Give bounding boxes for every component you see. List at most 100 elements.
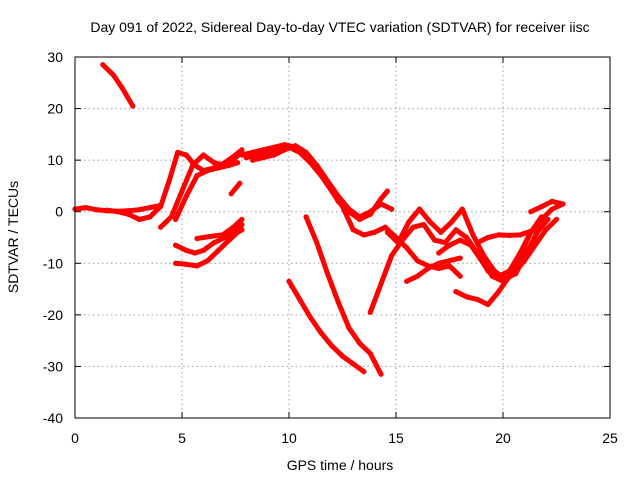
data-point bbox=[318, 330, 324, 336]
data-point bbox=[130, 103, 136, 109]
data-point bbox=[489, 273, 495, 279]
data-point bbox=[335, 299, 341, 305]
data-point bbox=[183, 247, 189, 253]
data-point bbox=[168, 214, 174, 220]
data-point bbox=[517, 252, 523, 259]
data-point bbox=[457, 237, 463, 243]
data-point bbox=[215, 165, 221, 171]
data-point bbox=[230, 224, 236, 230]
data-point bbox=[237, 180, 243, 186]
data-point bbox=[271, 152, 277, 158]
data-point bbox=[314, 240, 320, 246]
data-point bbox=[410, 224, 416, 230]
data-point bbox=[228, 191, 234, 197]
data-point bbox=[389, 206, 395, 212]
data-point bbox=[183, 193, 189, 199]
data-point bbox=[427, 219, 433, 225]
data-point bbox=[543, 227, 549, 233]
data-point bbox=[239, 152, 245, 158]
data-point bbox=[250, 157, 256, 163]
data-point bbox=[496, 289, 502, 295]
data-point bbox=[194, 235, 200, 242]
data-point bbox=[205, 258, 211, 264]
data-point bbox=[324, 271, 331, 277]
data-point bbox=[173, 260, 179, 266]
data-point bbox=[538, 216, 545, 222]
data-point bbox=[303, 214, 309, 220]
data-point bbox=[378, 201, 384, 207]
data-point bbox=[158, 204, 164, 210]
data-point bbox=[220, 232, 226, 238]
data-point bbox=[194, 263, 200, 269]
data-point bbox=[110, 72, 117, 78]
plot-frame bbox=[74, 56, 611, 419]
data-point bbox=[470, 232, 476, 238]
data-point bbox=[474, 296, 480, 302]
data-point bbox=[457, 273, 463, 279]
data-point bbox=[307, 314, 313, 320]
data-point bbox=[474, 240, 480, 246]
data-point bbox=[260, 155, 266, 161]
data-point bbox=[200, 152, 206, 158]
data-point bbox=[190, 162, 196, 168]
x-tick-label: 10 bbox=[281, 430, 297, 446]
data-point bbox=[179, 188, 185, 194]
data-point bbox=[553, 216, 560, 222]
data-point bbox=[226, 162, 232, 168]
data-point bbox=[215, 247, 221, 253]
data-point bbox=[361, 369, 367, 375]
data-point bbox=[378, 371, 384, 377]
data-point bbox=[329, 343, 335, 349]
data-point bbox=[166, 178, 172, 184]
data-point bbox=[538, 204, 545, 210]
data-point bbox=[431, 237, 438, 243]
data-point bbox=[436, 260, 442, 266]
data-point bbox=[468, 242, 474, 248]
data-point bbox=[485, 301, 491, 308]
data-point bbox=[446, 242, 453, 248]
x-tick-label: 25 bbox=[602, 430, 618, 446]
data-point bbox=[521, 258, 528, 264]
data-point bbox=[93, 207, 99, 213]
data-point bbox=[416, 206, 423, 212]
data-point bbox=[235, 229, 241, 235]
data-point bbox=[350, 361, 356, 367]
y-tick-label: -20 bbox=[43, 307, 63, 323]
data-point bbox=[339, 353, 346, 359]
y-tick-label: 0 bbox=[55, 204, 63, 220]
series-track-2 bbox=[100, 62, 136, 109]
data-point bbox=[446, 263, 453, 269]
data-point bbox=[464, 294, 470, 300]
data-point bbox=[384, 188, 390, 194]
data-point bbox=[147, 205, 153, 211]
data-point bbox=[292, 143, 298, 149]
y-tick-label: -30 bbox=[43, 358, 63, 374]
data-point bbox=[286, 278, 292, 284]
data-point bbox=[173, 242, 179, 248]
data-point bbox=[243, 155, 249, 161]
data-point bbox=[560, 201, 566, 207]
data-point bbox=[446, 258, 453, 264]
data-point bbox=[350, 227, 356, 233]
data-point bbox=[414, 258, 420, 264]
data-point bbox=[459, 206, 465, 212]
data-point bbox=[297, 296, 303, 302]
y-tick-label: 30 bbox=[47, 49, 63, 65]
data-point bbox=[506, 273, 512, 279]
data-point bbox=[372, 229, 378, 235]
data-point bbox=[395, 240, 401, 246]
data-point bbox=[158, 224, 164, 230]
data-point bbox=[232, 155, 239, 161]
data-point bbox=[367, 309, 373, 315]
y-tick-label: -40 bbox=[43, 410, 63, 426]
y-tick-label: 10 bbox=[47, 152, 63, 168]
data-point bbox=[404, 245, 410, 251]
data-point bbox=[457, 255, 463, 261]
data-point bbox=[425, 265, 431, 271]
data-point bbox=[239, 227, 245, 233]
data-point bbox=[235, 160, 241, 166]
data-point bbox=[346, 206, 352, 212]
data-point bbox=[346, 325, 352, 331]
data-point bbox=[200, 247, 206, 253]
